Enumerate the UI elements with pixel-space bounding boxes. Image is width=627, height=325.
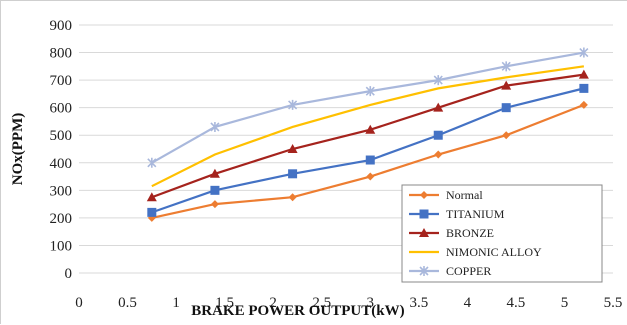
- legend-marker-bronze: [419, 228, 429, 237]
- x-tick-label: 4: [464, 295, 472, 311]
- data-point-normal: [366, 172, 375, 181]
- data-point-titanium: [365, 155, 375, 165]
- x-tick-label: 3: [367, 295, 375, 311]
- legend-label-bronze: BRONZE: [446, 226, 494, 240]
- y-tick-label: 300: [50, 183, 73, 199]
- data-point-bronze: [146, 192, 157, 202]
- x-tick-label: 5.5: [604, 295, 623, 311]
- legend-marker-normal: [420, 191, 428, 199]
- data-point-normal: [579, 100, 588, 109]
- data-point-bronze: [578, 69, 589, 79]
- legend-label-copper: COPPER: [446, 264, 491, 278]
- data-point-titanium: [579, 83, 589, 93]
- data-point-titanium: [147, 207, 157, 217]
- x-axis-title: BRAKE POWER OUTPUT(kW): [191, 303, 404, 319]
- data-point-titanium: [210, 185, 220, 195]
- y-tick-label: 100: [50, 238, 73, 254]
- data-point-bronze: [501, 80, 512, 90]
- legend-label-nimonic-alloy: NIMONIC ALLOY: [446, 245, 542, 259]
- x-tick-label: 4.5: [507, 295, 526, 311]
- data-point-normal: [288, 193, 297, 202]
- data-point-bronze: [287, 144, 298, 153]
- legend-label-titanium: TITANIUM: [446, 207, 505, 221]
- x-tick-label: 0: [75, 295, 83, 311]
- x-tick-label: 2.5: [312, 295, 331, 311]
- series-line-nimonic-alloy: [151, 65, 585, 188]
- y-tick-label: 600: [50, 101, 73, 117]
- y-tick-label: 0: [65, 266, 73, 282]
- y-tick-label: 500: [50, 128, 73, 144]
- data-point-copper: [147, 157, 157, 168]
- data-point-copper: [365, 86, 375, 97]
- x-tick-label: 5: [561, 295, 569, 311]
- x-tick-label: 2: [269, 295, 277, 311]
- data-point-copper: [210, 121, 220, 132]
- x-tick-label: 1.5: [215, 295, 234, 311]
- y-tick-label: 400: [50, 156, 73, 172]
- data-point-normal: [434, 150, 443, 159]
- data-point-titanium: [288, 169, 298, 179]
- data-point-copper: [288, 99, 298, 110]
- legend-marker-copper: [419, 266, 429, 276]
- data-point-bronze: [209, 168, 220, 178]
- data-point-normal: [502, 131, 511, 140]
- data-point-copper: [579, 47, 589, 58]
- data-point-titanium: [501, 103, 511, 113]
- x-tick-label: 0.5: [118, 295, 137, 311]
- y-tick-label: 200: [50, 211, 73, 227]
- data-point-copper: [433, 75, 443, 86]
- x-tick-label: 3.5: [409, 295, 428, 311]
- y-tick-label: 700: [50, 73, 73, 89]
- data-point-copper: [501, 61, 511, 72]
- legend-marker-titanium: [419, 209, 429, 219]
- y-tick-label: 900: [50, 18, 73, 34]
- y-axis-title: NOx(PPM): [10, 113, 26, 185]
- y-tick-label: 800: [50, 46, 73, 62]
- data-point-bronze: [365, 124, 376, 134]
- legend-label-normal: Normal: [446, 188, 483, 202]
- data-point-normal: [210, 200, 219, 209]
- x-tick-label: 1: [172, 295, 180, 311]
- data-point-bronze: [433, 102, 444, 112]
- data-point-titanium: [433, 130, 443, 140]
